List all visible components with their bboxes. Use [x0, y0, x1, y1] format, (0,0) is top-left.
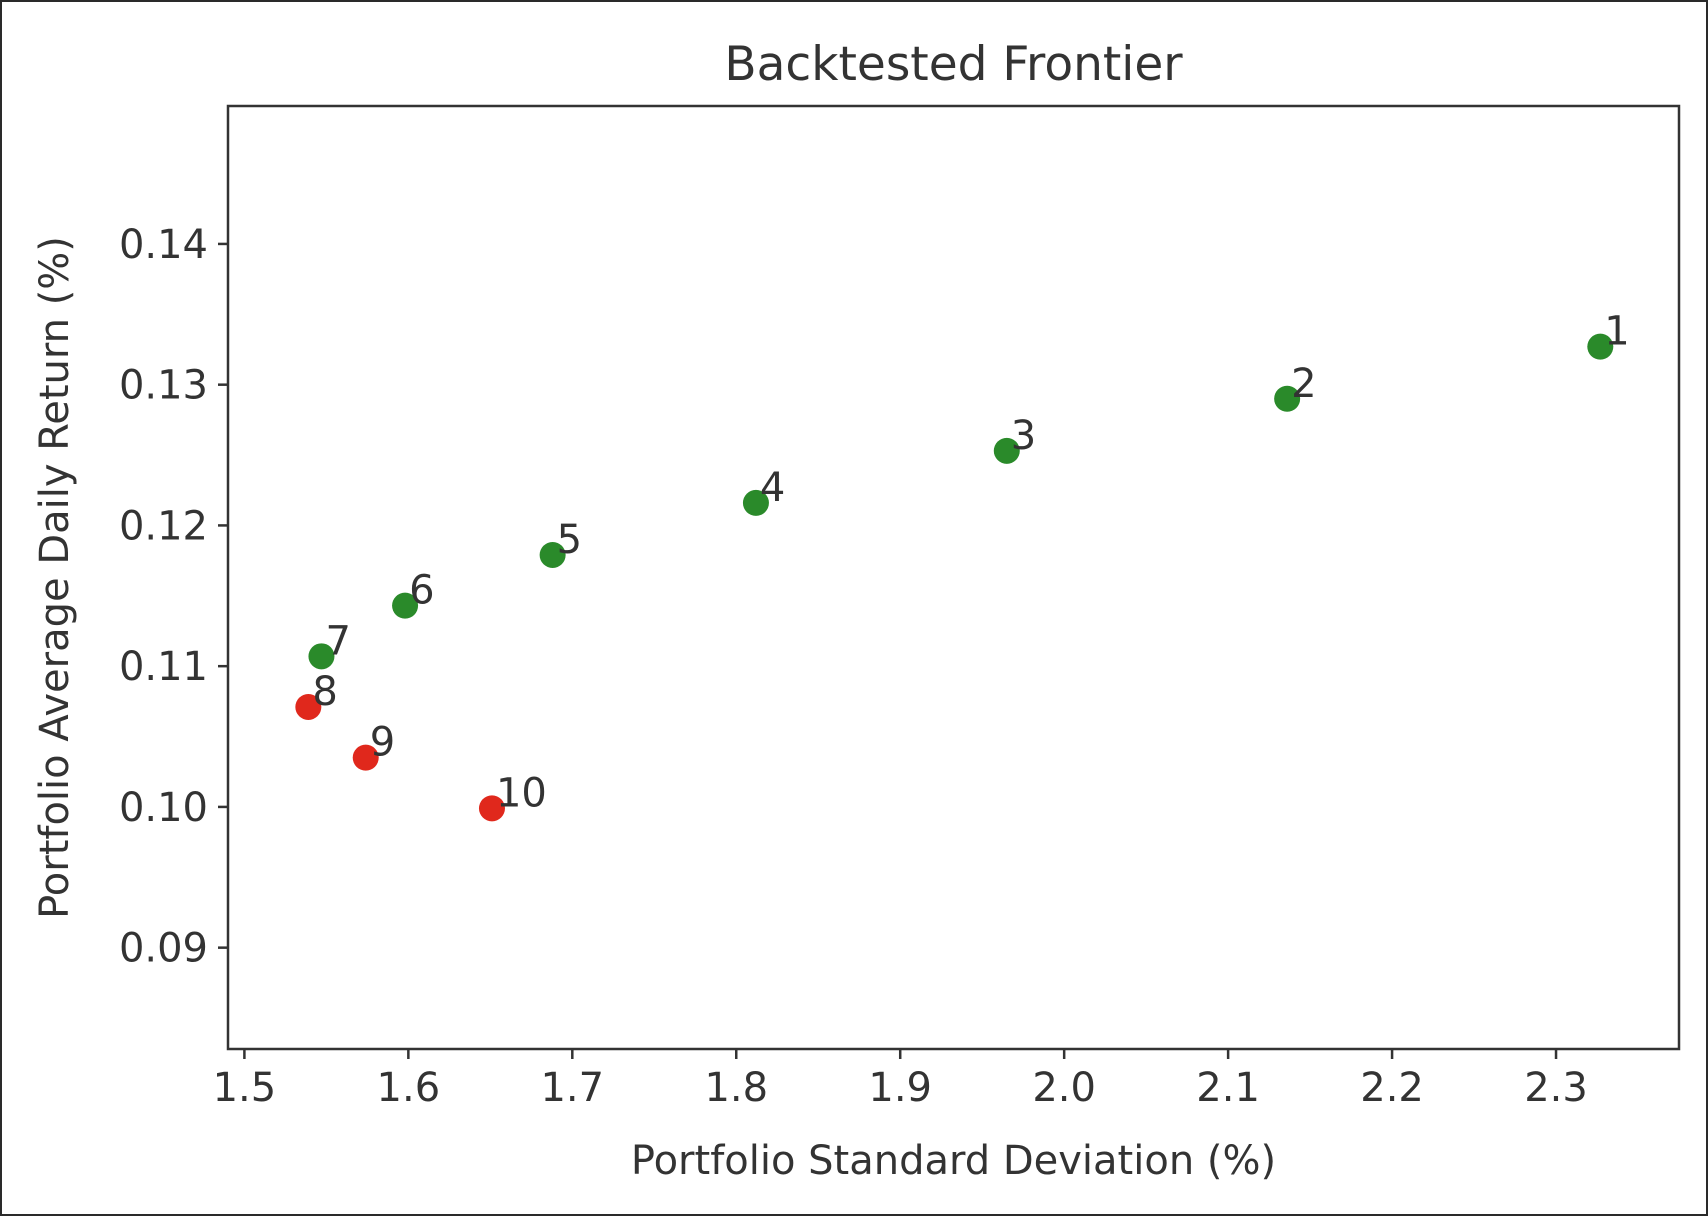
x-tick-label: 1.5	[213, 1065, 277, 1111]
scatter-point-6	[392, 592, 419, 619]
x-tick-label: 2.0	[1032, 1065, 1096, 1111]
scatter-point-9	[352, 744, 379, 771]
y-tick-label: 0.12	[119, 503, 208, 549]
scatter-point-5	[539, 541, 566, 568]
point-label-4: 4	[760, 465, 785, 511]
chart-title: Backtested Frontier	[724, 37, 1183, 92]
x-axis-label: Portfolio Standard Deviation (%)	[631, 1138, 1276, 1184]
x-axis: 1.5 1.6 1.7 1.8 1.9 2.0 2.1 2.2 2.3	[213, 1049, 1588, 1111]
scatter-point-2	[1274, 385, 1301, 412]
point-label-3: 3	[1011, 413, 1036, 459]
data-points: 1 2 3 4 5 6 7 89 10	[295, 309, 1630, 822]
y-tick-label: 0.14	[119, 222, 208, 268]
y-tick-label: 0.11	[119, 644, 208, 690]
y-axis: 0.09 0.10 0.11 0.12 0.13 0.14	[119, 222, 228, 972]
point-label-9: 9	[370, 720, 395, 766]
point-label-10: 10	[496, 770, 547, 816]
x-tick-label: 2.3	[1524, 1065, 1588, 1111]
x-tick-label: 1.6	[377, 1065, 441, 1111]
x-tick-label: 2.2	[1360, 1065, 1424, 1111]
point-label-6: 6	[409, 568, 434, 614]
scatter-point-10	[478, 795, 505, 822]
plot-area	[226, 104, 1681, 1051]
scatter-point-4	[742, 489, 769, 516]
y-tick-label: 0.09	[119, 926, 208, 972]
point-label-2: 2	[1291, 361, 1316, 407]
point-label-8: 8	[312, 669, 337, 715]
y-tick-label: 0.10	[119, 785, 208, 831]
x-tick-label: 1.7	[540, 1065, 604, 1111]
scatter-point-1	[1587, 333, 1614, 360]
scatter-point-7	[308, 643, 335, 670]
scatter-point-3	[993, 437, 1020, 464]
point-label-1: 1	[1604, 309, 1629, 355]
x-tick-label: 1.8	[704, 1065, 768, 1111]
x-tick-label: 1.9	[868, 1065, 932, 1111]
point-label-5: 5	[557, 517, 582, 563]
scatter-point-8	[295, 693, 322, 720]
y-tick-label: 0.13	[119, 363, 208, 409]
x-tick-label: 2.1	[1196, 1065, 1260, 1111]
y-axis-label: Portfolio Average Daily Return (%)	[32, 236, 78, 919]
point-label-7: 7	[325, 618, 350, 664]
